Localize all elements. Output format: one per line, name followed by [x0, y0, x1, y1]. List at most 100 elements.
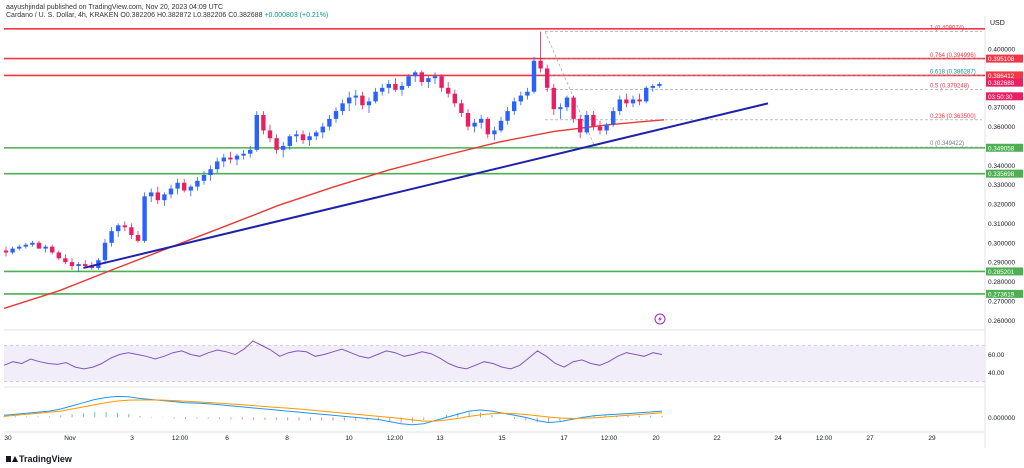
trendline	[83, 102, 769, 269]
candle-body	[294, 134, 299, 137]
price-change: +0.000803 (+0.21%)	[264, 12, 329, 19]
candle-body	[413, 72, 418, 77]
candle-body	[69, 262, 75, 267]
candle-body	[518, 95, 523, 102]
candle-body	[76, 264, 81, 267]
candle-body	[142, 196, 147, 241]
candle-body	[274, 138, 279, 150]
candle-body	[314, 132, 319, 137]
candle-body	[254, 114, 259, 150]
tradingview-logo[interactable]: TradingView	[6, 454, 72, 464]
y-tick-label: 0.360000	[988, 124, 1015, 131]
candle-body	[591, 114, 596, 127]
candle-body	[393, 83, 398, 90]
x-tick-label: 12:00	[172, 435, 189, 442]
candle-body	[538, 60, 543, 69]
candle-body	[597, 126, 603, 131]
rsi-band	[4, 345, 985, 382]
y-tick-label: 0.280000	[988, 279, 1015, 286]
x-tick-label: 15	[498, 435, 506, 442]
candle-body	[155, 192, 160, 201]
publisher-line: aayushjindal published on TradingView.co…	[6, 4, 224, 11]
price-label-box	[986, 54, 1023, 63]
candle-body	[221, 157, 226, 162]
y-tick-label: 0.340000	[988, 163, 1015, 170]
y-tick-label: 0.300000	[988, 240, 1015, 247]
candle-body	[23, 244, 28, 247]
candle-body	[386, 83, 391, 88]
macd-line	[3, 395, 663, 426]
candle-body	[89, 266, 94, 268]
x-tick-label: 20	[652, 435, 660, 442]
price-label: 0.335698	[988, 171, 1015, 178]
candle-body	[637, 99, 642, 102]
candle-body	[83, 264, 88, 267]
x-tick-label: 24	[774, 435, 782, 442]
rsi-tick-label: 60.00	[988, 352, 1005, 359]
candle-body	[149, 192, 154, 197]
candle-body	[571, 97, 576, 119]
candle-body	[531, 60, 537, 92]
price-label-box	[986, 143, 1023, 152]
candle-body	[472, 122, 477, 127]
x-tick-label: 29	[928, 435, 936, 442]
candle-body	[584, 114, 589, 133]
price-label: 0.386412	[988, 73, 1015, 80]
candle-body	[419, 72, 424, 83]
candle-body	[241, 153, 246, 156]
rsi-line	[3, 340, 663, 370]
y-tick-label: 0.260000	[988, 318, 1015, 325]
candle-body	[459, 103, 464, 114]
candle-body	[479, 118, 484, 123]
candle-body	[558, 107, 563, 110]
x-tick-label: 30	[4, 435, 12, 442]
candle-body	[168, 188, 174, 195]
ohlc-values: O0.382206 H0.382872 L0.382206 C0.382688	[120, 12, 263, 19]
candle-body	[307, 136, 312, 141]
candle-body	[360, 95, 365, 106]
x-tick-label: 22	[713, 435, 721, 442]
candle-body	[604, 124, 609, 131]
brand-name: TradingView	[19, 454, 72, 464]
candle-body	[162, 194, 167, 201]
candle-body	[43, 246, 48, 249]
candle-body	[327, 118, 332, 127]
lightning-icon	[654, 313, 666, 325]
axis-currency: USD	[990, 20, 1005, 27]
candle-body	[505, 111, 510, 121]
symbol-line: Cardano / U. S. Dollar, 4h, KRAKEN O0.38…	[6, 12, 328, 19]
y-tick-label: 0.290000	[988, 260, 1015, 267]
candle-body	[188, 186, 193, 191]
x-tick-label: 13	[436, 435, 444, 442]
candle-body	[551, 87, 556, 110]
price-label: 0.285201	[988, 269, 1015, 276]
fib-level-label: 0.236 (0.363500)	[930, 114, 976, 120]
candle-body	[56, 252, 61, 259]
candle-body	[3, 250, 9, 253]
candle-body	[300, 134, 306, 141]
candle-body	[261, 114, 266, 131]
rsi-tick-label: 40.00	[988, 370, 1005, 377]
price-label: 0.382688	[988, 80, 1015, 87]
candle-body	[366, 101, 372, 106]
price-label-box	[986, 169, 1023, 178]
candle-body	[373, 91, 378, 102]
x-tick-label: 27	[866, 435, 874, 442]
candle-body	[215, 161, 220, 170]
candle-body	[439, 76, 444, 88]
x-tick-label: 12:00	[816, 435, 833, 442]
candle-body	[525, 91, 530, 96]
moving-average-line	[3, 119, 665, 310]
price-label-box	[986, 289, 1023, 298]
candle-body	[611, 111, 616, 125]
candle-body	[578, 118, 583, 133]
candle-body	[201, 175, 207, 181]
candle-body	[129, 227, 134, 236]
candle-body	[248, 149, 253, 154]
fib-diagonal	[544, 31, 596, 148]
candle-body	[17, 246, 22, 249]
price-label-box	[986, 267, 1023, 276]
candle-body	[426, 78, 431, 83]
x-tick-label: 8	[285, 435, 289, 442]
